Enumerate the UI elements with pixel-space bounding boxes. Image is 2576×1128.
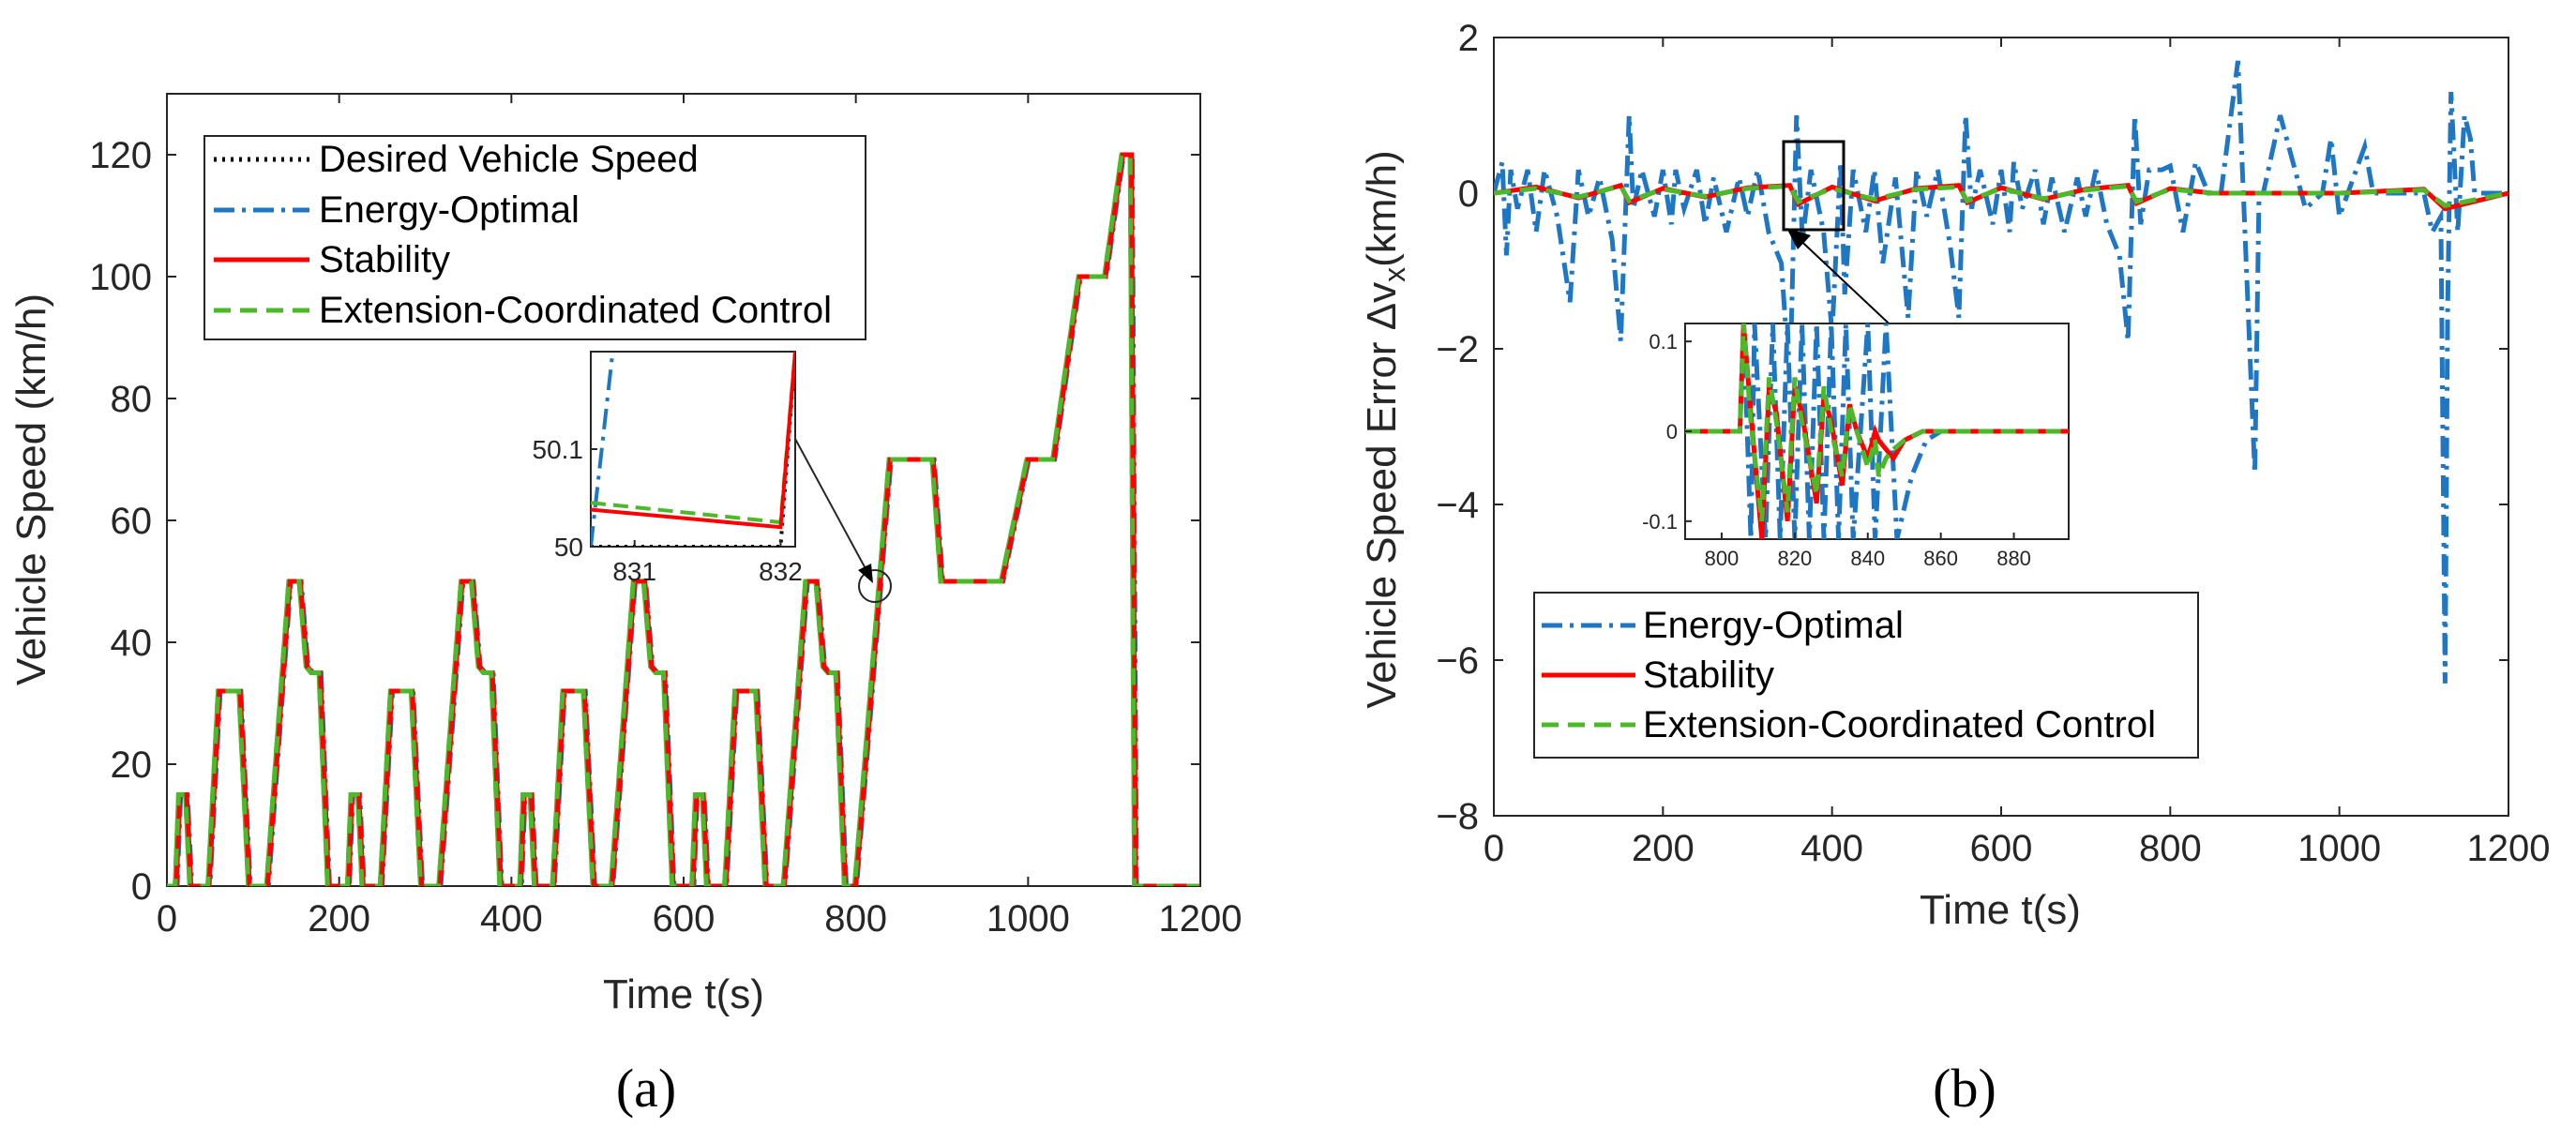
chart-b-series — [1494, 60, 2508, 684]
chart-b-panel-label: (b) — [1933, 1058, 1996, 1119]
chart-b-inset-energy — [1685, 323, 2069, 539]
chart-a-xtick-label: 1200 — [1159, 898, 1243, 940]
chart-a-ticks: 0 200 400 600 800 1000 1200 0 20 40 60 80 100 120 — [89, 94, 1242, 940]
legend-a-energy-label: Energy-Optimal — [319, 189, 580, 231]
chart-b-xtick-label: 1200 — [2467, 828, 2551, 869]
chart-b-ytick-label: −6 — [1436, 640, 1479, 682]
chart-b-ytick-label: 2 — [1458, 18, 1479, 59]
chart-b-inset-ytick-label: 0 — [1666, 420, 1678, 444]
chart-b-inset-xtick-label: 800 — [1705, 547, 1740, 570]
chart-a-ytick-label: 80 — [111, 379, 153, 420]
chart-b: 0 200 400 600 800 1000 1200 −8 −6 −4 −2 0 2 800 820 84… — [1359, 18, 2550, 1119]
chart-b-inset-xtick-label: 840 — [1850, 547, 1885, 570]
legend-b-energy-label: Energy-Optimal — [1643, 605, 1904, 646]
chart-a-inset-xtick-label: 831 — [612, 557, 656, 586]
chart-b-xtick-label: 800 — [2139, 828, 2202, 869]
chart-a-series — [167, 152, 1200, 886]
chart-a-inset-ytick-label: 50 — [554, 533, 583, 562]
legend-b-extension-label: Extension-Coordinated Control — [1643, 704, 2156, 745]
chart-a-xtick-label: 200 — [308, 898, 370, 940]
chart-b-ytick-label: −2 — [1436, 329, 1479, 370]
chart-a-xtick-label: 400 — [480, 898, 543, 940]
chart-a-ytick-label: 40 — [111, 623, 153, 664]
chart-a-xlabel: Time t(s) — [603, 971, 764, 1017]
chart-b-ytick-label: −4 — [1436, 485, 1479, 526]
chart-b-ytick-label: −8 — [1436, 796, 1479, 837]
chart-a-panel-label: (a) — [616, 1058, 676, 1119]
chart-a: 0 200 400 600 800 1000 1200 0 20 40 60 80 100 120 Des… — [8, 93, 1242, 1119]
chart-a-ytick-label: 60 — [111, 501, 153, 542]
chart-b-inset-ytick-label: 0.1 — [1649, 330, 1678, 353]
chart-a-inset-energy — [591, 352, 615, 547]
chart-b-ytick-label: 0 — [1458, 173, 1479, 215]
chart-b-inset: 800 820 840 860 880 -0.1 0 0.1 — [1642, 323, 2070, 570]
chart-a-ytick-label: 20 — [111, 744, 153, 786]
chart-a-xtick-label: 0 — [157, 898, 177, 940]
chart-b-energy-line — [1494, 60, 2508, 684]
chart-b-inset-ytick-label: -0.1 — [1642, 510, 1678, 534]
legend-b-stability-label: Stability — [1643, 654, 1774, 696]
chart-b-inset-xtick-label: 880 — [1996, 547, 2031, 570]
chart-a-inset-xtick-label: 832 — [759, 557, 803, 586]
chart-b-ticks: 0 200 400 600 800 1000 1200 −8 −6 −4 −2 0 2 — [1436, 18, 2550, 869]
chart-a-legend: Desired Vehicle Speed Energy-Optimal Sta… — [203, 135, 866, 340]
chart-a-xtick-label: 800 — [824, 898, 887, 940]
chart-a-xtick-label: 600 — [653, 898, 716, 940]
chart-b-xtick-label: 0 — [1484, 828, 1504, 869]
chart-a-inset-stability — [591, 352, 795, 530]
chart-a-inset: 831 832 50 50.1 — [533, 351, 803, 586]
chart-a-xtick-label: 1000 — [987, 898, 1070, 940]
legend-a-desired-label: Desired Vehicle Speed — [319, 139, 699, 180]
legend-a-extension-label: Extension-Coordinated Control — [319, 290, 832, 331]
chart-b-xtick-label: 600 — [1970, 828, 2033, 869]
chart-b-ylabel-main: Vehicle Speed Error Δv — [1359, 282, 1405, 709]
chart-a-ylabel: Vehicle Speed (km/h) — [8, 293, 54, 685]
chart-a-legend-box — [203, 135, 866, 340]
chart-b-inset-series — [1685, 323, 2069, 539]
chart-b-extension-line — [1494, 183, 2508, 208]
chart-a-inset-ytick-label: 50.1 — [533, 435, 584, 464]
chart-b-zoom-arrowhead — [1786, 228, 1811, 249]
chart-b-ylabel: Vehicle Speed Error Δvx(km/h) — [1359, 150, 1411, 709]
legend-a-stability-label: Stability — [319, 239, 450, 280]
chart-b-inset-xtick-label: 860 — [1923, 547, 1958, 570]
chart-b-xtick-label: 400 — [1800, 828, 1863, 869]
chart-a-zoom-arrowhead — [858, 564, 873, 583]
chart-b-xtick-label: 1000 — [2297, 828, 2381, 869]
chart-a-ytick-label: 100 — [89, 257, 152, 298]
chart-a-zoom-circle — [858, 569, 892, 603]
chart-b-ylabel-unit: (km/h) — [1359, 150, 1405, 267]
chart-a-inset-series — [591, 352, 795, 547]
chart-b-xtick-label: 200 — [1632, 828, 1695, 869]
chart-b-ylabel-sub: x — [1378, 267, 1411, 282]
chart-b-xlabel: Time t(s) — [1920, 887, 2081, 933]
chart-b-inset-extension — [1685, 323, 2069, 522]
chart-b-inset-xtick-label: 820 — [1777, 547, 1812, 570]
chart-a-ytick-label: 120 — [89, 135, 152, 176]
chart-a-zoom-arrow — [794, 438, 869, 575]
chart-a-inset-ticks: 831 832 50 50.1 — [533, 435, 803, 586]
chart-b-legend: Energy-Optimal Stability Extension-Coord… — [1533, 592, 2199, 759]
chart-a-extension-dash — [167, 152, 1199, 886]
chart-b-zoom-rect — [1782, 140, 1845, 232]
chart-b-inset-ticks: 800 820 840 860 880 -0.1 0 0.1 — [1642, 330, 2031, 570]
chart-a-ytick-label: 0 — [131, 866, 152, 908]
chart-b-legend-box — [1533, 592, 2199, 759]
